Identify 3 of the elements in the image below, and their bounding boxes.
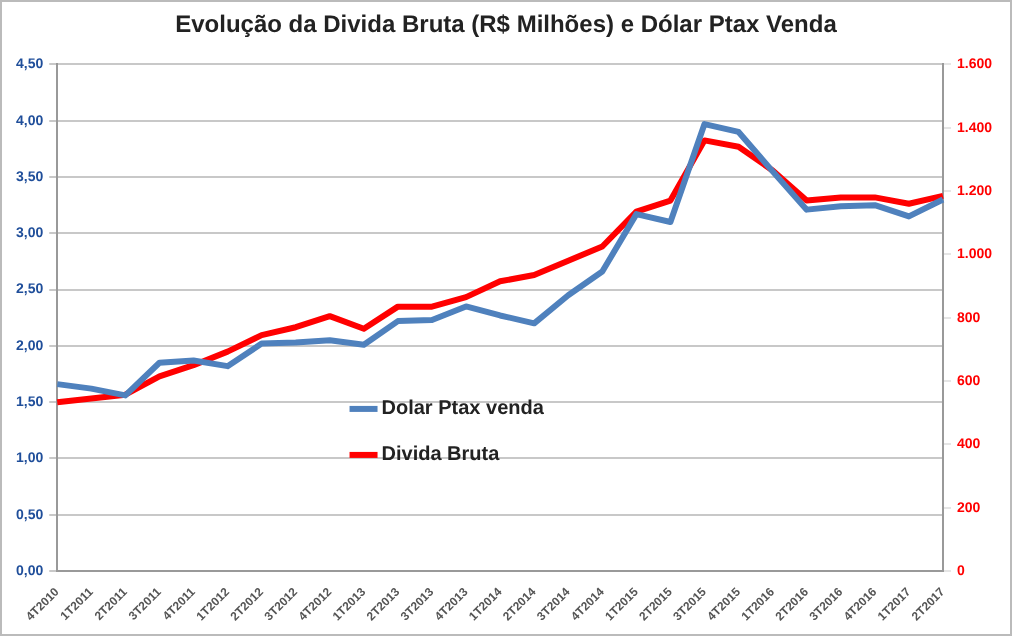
legend-label: Divida Bruta bbox=[381, 444, 501, 467]
legend-label: Dolar Ptax venda bbox=[381, 398, 545, 421]
chart-title: Evolução da Divida Bruta (R$ Milhões) e Dólar Ptax Venda bbox=[173, 10, 839, 38]
